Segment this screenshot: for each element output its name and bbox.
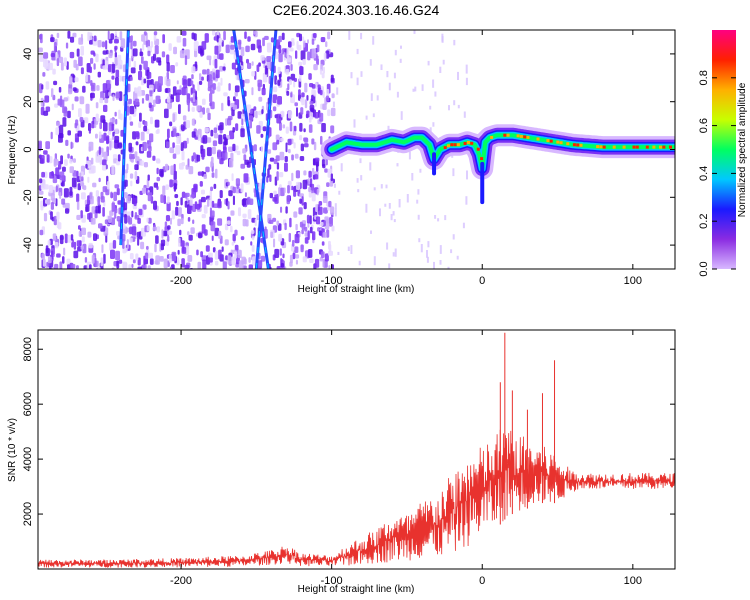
- snr-x-tick-label: 100: [624, 575, 642, 587]
- snr-y-tick-label: 6000: [22, 392, 34, 416]
- spectrogram-noise: [38, 30, 468, 269]
- snr-frame: [37, 329, 676, 570]
- spectrogram-x-tick-label: -100: [321, 275, 343, 287]
- snr-y-tick-label: 2000: [22, 502, 34, 526]
- spectrogram-x-axis-label: Height of straight line (km): [298, 284, 415, 295]
- colorbar-ticks: 0.0 0.2 0.4 0.6 0.8: [698, 70, 736, 277]
- spectrogram-x-tick-label: 100: [624, 275, 642, 287]
- spectrogram-y-axis-label: Frequency (Hz): [7, 116, 18, 185]
- snr-panel: -200 -100 0 100 2000 4000 6000 8000 Height of s…: [7, 329, 676, 595]
- chart-title: C2E6.2024.303.16.46.G24: [273, 2, 440, 18]
- spectrogram-y-tick-label: 40: [22, 48, 34, 60]
- colorbar-gradient: [712, 30, 736, 269]
- spectrogram-x-tick-label: -200: [170, 275, 192, 287]
- colorbar-tick-label: 0.2: [698, 214, 710, 229]
- colorbar-tick-label: 0.4: [698, 166, 710, 181]
- snr-y-tick-label: 8000: [22, 337, 34, 361]
- spectrogram-plot-area: [38, 30, 675, 269]
- spectrogram-ridge: [320, 124, 675, 205]
- colorbar: 0.0 0.2 0.4 0.6 0.8 Normalized spectral ampl…: [698, 30, 748, 277]
- snr-x-tick-label: -200: [170, 575, 192, 587]
- snr-x-tick-label: 0: [479, 575, 485, 587]
- colorbar-label: Normalized spectral amplitude: [737, 82, 748, 217]
- spectrogram-x-tick-label: 0: [479, 275, 485, 287]
- snr-y-tick-label: 4000: [22, 447, 34, 471]
- spectrogram-y-tick-label: 0: [22, 146, 34, 152]
- snr-y-axis-label: SNR (10 * v/v): [7, 418, 18, 482]
- spectrogram-y-tick-label: -20: [22, 189, 34, 205]
- colorbar-tick-label: 0.6: [698, 118, 710, 133]
- snr-x-tick-label: -100: [321, 575, 343, 587]
- snr-plot-area: [38, 332, 675, 568]
- snr-x-axis-label: Height of straight line (km): [298, 584, 415, 595]
- snr-ticks: -200 -100 0 100 2000 4000 6000 8000: [22, 330, 675, 587]
- colorbar-tick-label: 0.8: [698, 70, 710, 85]
- colorbar-tick-label: 0.0: [698, 261, 710, 276]
- snr-trace: [38, 429, 675, 568]
- spectrogram-y-tick-label: -40: [22, 237, 34, 253]
- spectrogram-streak: [232, 30, 270, 269]
- spectrogram-streak: [254, 30, 278, 269]
- spectrogram-y-tick-label: 20: [22, 96, 34, 108]
